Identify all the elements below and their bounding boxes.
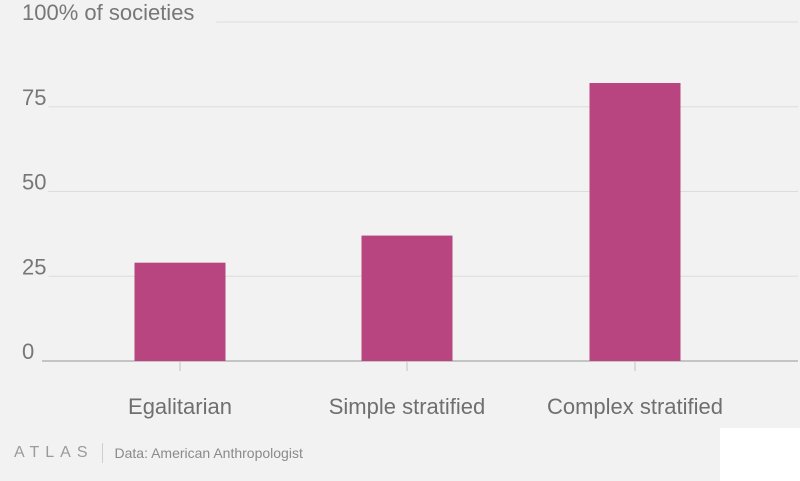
y-tick-label: 0 xyxy=(22,339,34,364)
blank-corner xyxy=(720,428,800,481)
x-category-label: Egalitarian xyxy=(128,394,232,419)
footer-divider xyxy=(101,443,103,463)
y-tick-label: 100% of societies xyxy=(22,0,194,25)
x-category-label: Simple stratified xyxy=(329,394,486,419)
y-tick-label: 75 xyxy=(22,85,46,110)
bar xyxy=(589,83,681,362)
data-source: Data: American Anthropologist xyxy=(114,445,303,461)
bar xyxy=(134,262,226,361)
bar xyxy=(361,235,453,361)
chart-footer: ATLAS Data: American Anthropologist xyxy=(14,438,303,468)
y-tick-label: 25 xyxy=(22,254,46,279)
atlas-logo: ATLAS xyxy=(14,444,94,461)
y-tick-label: 50 xyxy=(22,170,46,195)
x-category-label: Complex stratified xyxy=(547,394,723,419)
bar-chart: 0 25 50 75 100% of societies Egalitarian Simpl… xyxy=(22,0,798,419)
